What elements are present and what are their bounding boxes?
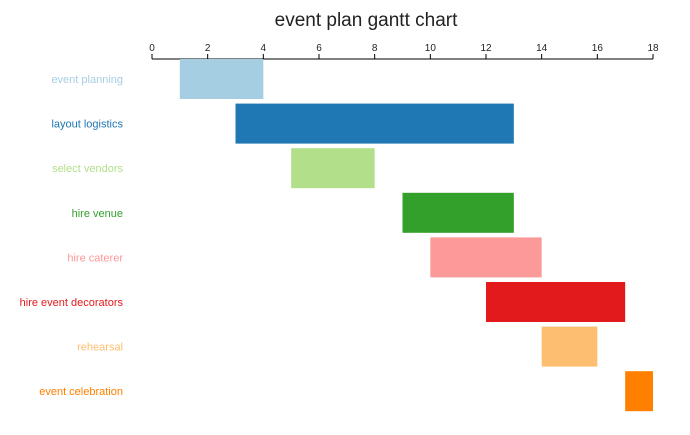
x-tick-label: 0 (149, 43, 155, 54)
task-label: hire caterer (67, 252, 123, 264)
x-axis: 0 2 4 6 8 10 12 14 16 18 (149, 43, 659, 60)
x-tick-label: 4 (261, 43, 267, 54)
x-tick-label: 6 (316, 43, 322, 54)
task-bar (179, 59, 264, 99)
task-bar (541, 326, 598, 367)
x-tick-label: 8 (372, 43, 378, 54)
task-label: select vendors (52, 163, 123, 175)
task-label: event celebration (39, 386, 123, 398)
task-bars (179, 59, 653, 412)
task-bar (486, 282, 626, 322)
task-bar (402, 192, 514, 233)
x-tick-label: 14 (536, 43, 548, 54)
x-tick-label: 12 (480, 43, 492, 54)
task-bar (430, 237, 542, 278)
task-label: hire venue (72, 208, 123, 220)
x-tick-label: 16 (592, 43, 604, 54)
task-label: event planning (51, 74, 123, 86)
task-bar (625, 371, 653, 412)
task-label: layout logistics (51, 119, 123, 131)
task-label: hire event decorators (20, 297, 124, 309)
task-bar (235, 103, 514, 144)
x-tick-label: 2 (205, 43, 211, 54)
task-labels: event planning layout logistics select ven… (20, 74, 124, 398)
chart-title: event plan gantt chart (274, 10, 458, 31)
task-bar (291, 148, 375, 189)
x-tick-label: 10 (425, 43, 437, 54)
task-label: rehearsal (77, 342, 123, 354)
x-tick-label: 18 (647, 43, 659, 54)
